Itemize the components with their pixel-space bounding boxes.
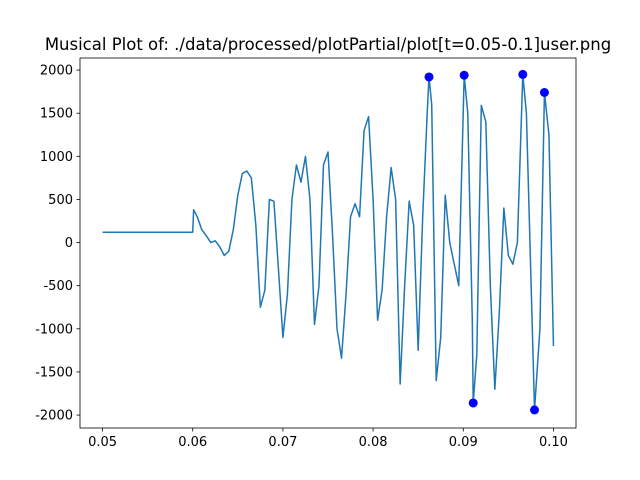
y-tick-label: -1500 [35, 365, 73, 380]
y-tick-label: 0 [65, 236, 73, 251]
chart-title: Musical Plot of: ./data/processed/plotPa… [45, 35, 611, 54]
point [468, 398, 478, 408]
point [459, 70, 469, 80]
y-tick-label: 1500 [40, 107, 73, 122]
y-tick-label: 1000 [40, 150, 73, 165]
point [424, 72, 434, 82]
point [539, 87, 549, 97]
x-tick-label: 0.05 [88, 435, 117, 450]
y-tick-label: -500 [43, 279, 73, 294]
y-tick-label: -2000 [35, 409, 73, 424]
y-tick-label: -1000 [35, 322, 73, 337]
axes-frame [79, 57, 577, 429]
x-tick-label: 0.09 [449, 435, 478, 450]
y-tick-label: 500 [48, 193, 73, 208]
x-tick-label: 0.08 [359, 435, 388, 450]
point [518, 69, 528, 79]
x-tick-label: 0.10 [539, 435, 568, 450]
y-tick-label: 2000 [40, 64, 73, 79]
line [102, 73, 555, 411]
x-tick-label: 0.06 [178, 435, 207, 450]
x-tick-label: 0.07 [268, 435, 297, 450]
point [530, 405, 540, 415]
